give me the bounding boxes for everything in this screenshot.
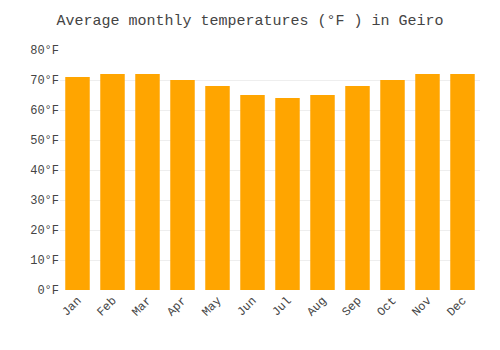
svg-text:40°F: 40°F — [30, 164, 59, 178]
svg-text:Nov: Nov — [409, 294, 434, 319]
svg-text:Jul: Jul — [269, 294, 294, 319]
svg-text:0°F: 0°F — [37, 284, 59, 298]
svg-text:Oct: Oct — [374, 294, 399, 319]
svg-text:Apr: Apr — [164, 294, 189, 319]
svg-text:Sep: Sep — [339, 294, 364, 319]
svg-text:70°F: 70°F — [30, 74, 59, 88]
svg-text:80°F: 80°F — [30, 44, 59, 58]
svg-text:10°F: 10°F — [30, 254, 59, 268]
svg-text:Average monthly temperatures (: Average monthly temperatures (°F ) in Ge… — [56, 13, 443, 30]
svg-text:20°F: 20°F — [30, 224, 59, 238]
svg-text:30°F: 30°F — [30, 194, 59, 208]
svg-text:Aug: Aug — [304, 294, 329, 319]
svg-text:Jun: Jun — [234, 294, 259, 319]
svg-text:60°F: 60°F — [30, 104, 59, 118]
svg-text:May: May — [199, 294, 224, 319]
svg-text:Mar: Mar — [129, 294, 154, 319]
svg-text:Jan: Jan — [59, 294, 84, 319]
svg-text:Feb: Feb — [94, 294, 119, 319]
svg-text:50°F: 50°F — [30, 134, 59, 148]
svg-text:Dec: Dec — [444, 294, 469, 319]
